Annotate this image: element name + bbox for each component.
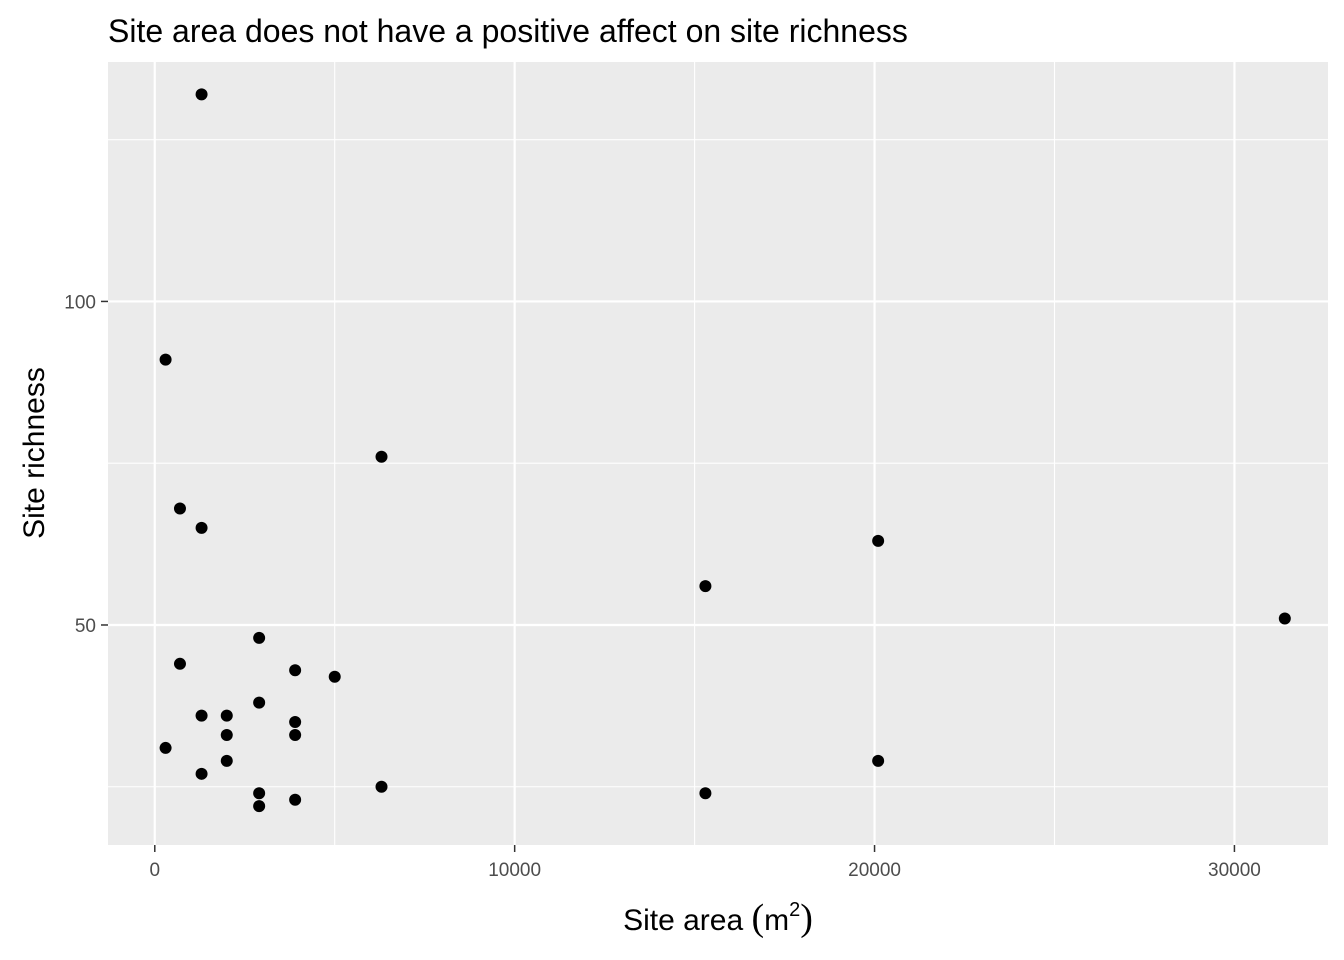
data-point [328, 670, 341, 683]
data-point [253, 696, 266, 709]
data-point [220, 709, 233, 722]
y-axis-label: Site richness [18, 367, 51, 539]
data-point [220, 728, 233, 741]
data-point [173, 502, 186, 515]
data-points [159, 88, 1291, 813]
data-point [699, 787, 712, 800]
data-point [289, 664, 302, 677]
x-axis-label-exponent: 2 [789, 899, 800, 921]
data-point [159, 353, 172, 366]
x-axis-label-open-paren: ( [751, 897, 764, 939]
y-tick-label: 100 [64, 292, 96, 313]
data-point [289, 793, 302, 806]
x-tick-label: 0 [149, 860, 160, 881]
x-axis-label: Site area (m2) [623, 897, 813, 939]
data-point [289, 716, 302, 729]
x-tick-label: 10000 [488, 860, 541, 881]
major-gridlines [108, 62, 1328, 845]
data-point [375, 780, 388, 793]
data-point [195, 709, 208, 722]
data-point [195, 521, 208, 534]
data-point [159, 741, 172, 754]
data-point [195, 767, 208, 780]
data-point [195, 88, 208, 101]
data-point [289, 728, 302, 741]
data-point [220, 754, 233, 767]
plot-panel [108, 62, 1328, 845]
minor-gridlines [108, 62, 1328, 845]
data-point [253, 631, 266, 644]
data-point [872, 754, 885, 767]
x-tick-label: 30000 [1208, 860, 1261, 881]
x-axis-label-close-paren: ) [800, 897, 813, 939]
data-point [253, 800, 266, 813]
x-tick-label: 20000 [848, 860, 901, 881]
y-tick-label: 50 [75, 616, 96, 637]
data-point [872, 534, 885, 547]
x-axis-label-prefix: Site area [623, 904, 751, 937]
data-point [253, 787, 266, 800]
data-point [1278, 612, 1291, 625]
x-axis-label-unit: m [764, 904, 789, 937]
data-point [173, 657, 186, 670]
data-point [375, 450, 388, 463]
x-axis-ticks: 0 10000 20000 30000 [149, 845, 1261, 881]
chart-title: Site area does not have a positive affec… [108, 13, 908, 49]
y-axis-ticks: 50 100 [64, 292, 108, 637]
data-point [699, 580, 712, 593]
